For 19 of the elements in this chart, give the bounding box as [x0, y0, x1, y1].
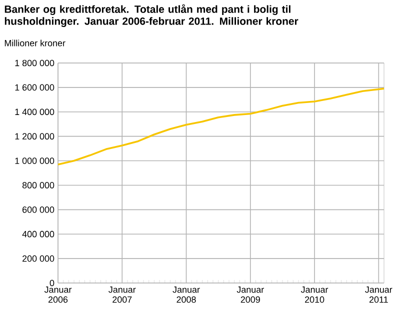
y-tick-label: 1 200 000: [15, 133, 54, 140]
x-tick-label: Januar 2011: [365, 286, 392, 303]
y-tick-label: 0: [50, 280, 54, 286]
y-tick-label: 1 400 000: [15, 108, 54, 116]
y-tick-label: 1 000 000: [15, 158, 54, 164]
x-tick-label: Januar 2007: [108, 286, 136, 303]
y-axis-title: Millioner kroner: [4, 40, 66, 46]
y-tick-label: 1 600 000: [15, 84, 54, 91]
y-tick-label: 1 800 000: [15, 60, 54, 66]
x-tick-label: Januar 2010: [300, 286, 328, 303]
x-tick-label: Januar 2006: [44, 286, 72, 303]
x-tick-label: Januar 2008: [172, 286, 200, 303]
y-tick-label: 600 000: [22, 206, 54, 213]
line-series: [57, 88, 385, 166]
y-tick-label: 200 000: [22, 255, 54, 262]
y-tick-label: 400 000: [22, 230, 54, 238]
x-tick-label: Januar 2009: [236, 286, 264, 303]
chart-title: Banker og kredittforetak. Totale utlån med pant i bolig til husholdninger. Januar 2006-februar 2011. Millioner kroner: [4, 4, 298, 27]
y-tick-label: 800 000: [22, 182, 54, 188]
